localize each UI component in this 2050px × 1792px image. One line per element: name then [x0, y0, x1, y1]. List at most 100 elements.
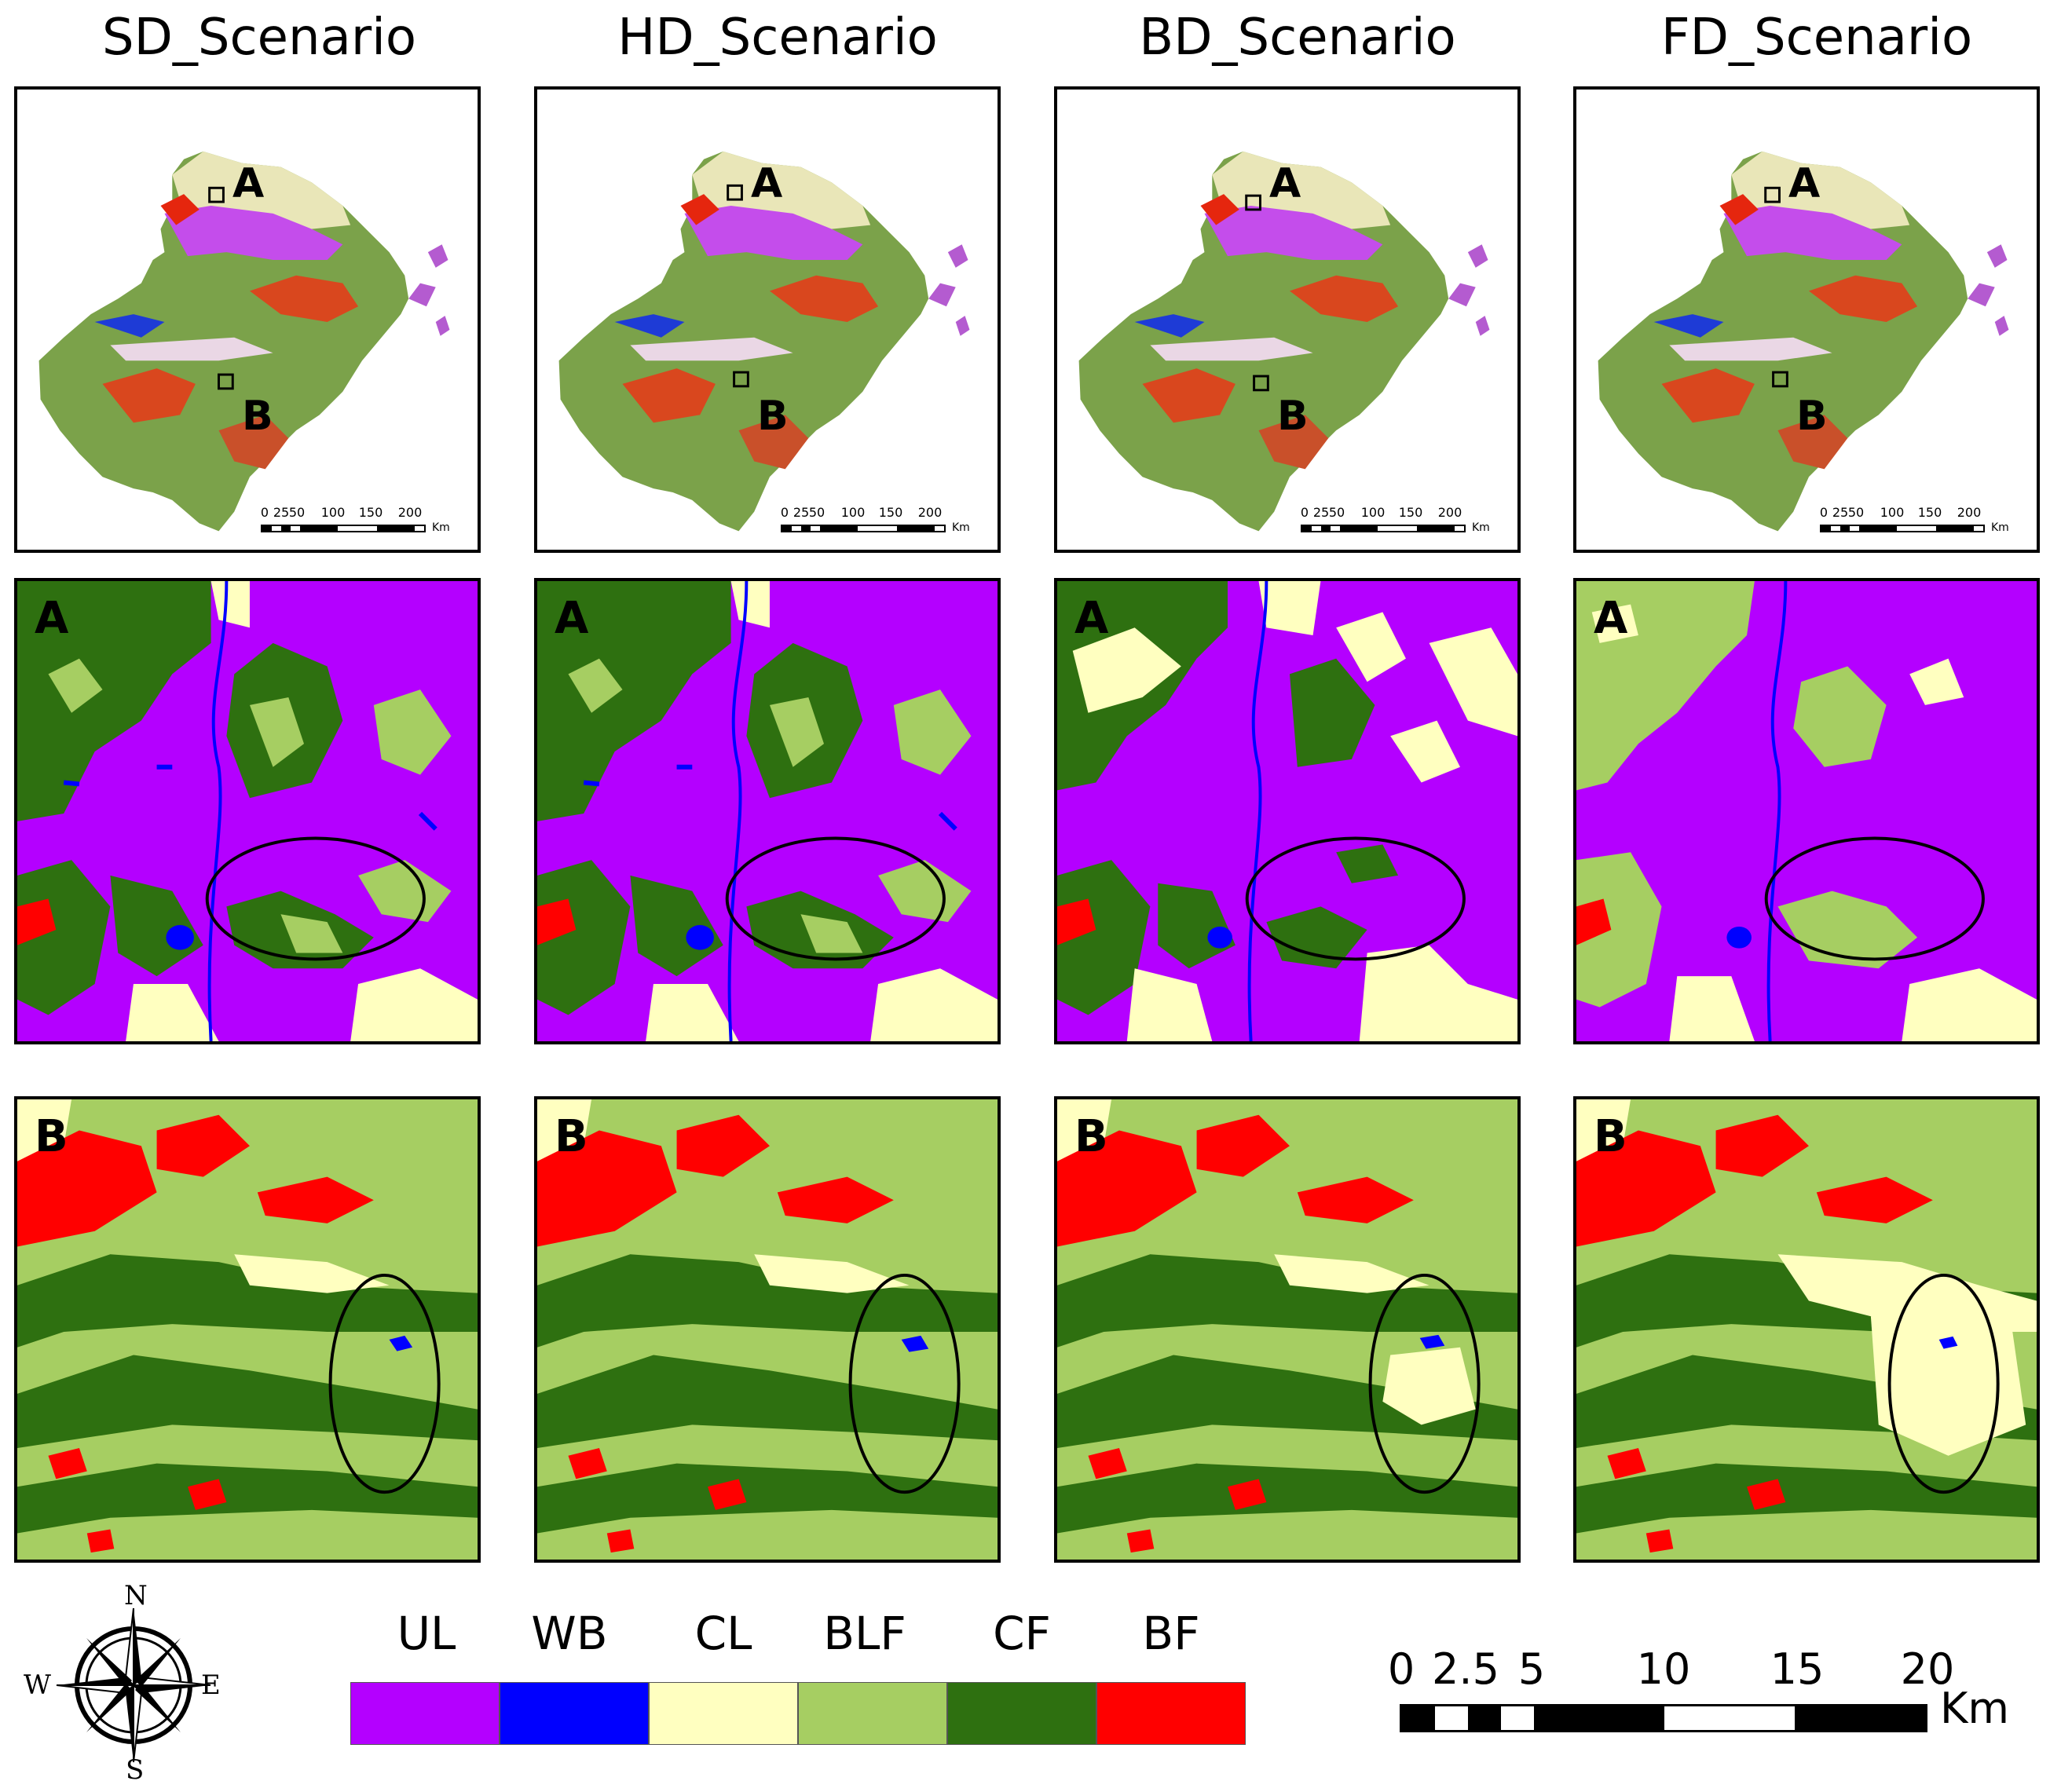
- overview-marker-b: B: [757, 393, 789, 440]
- overview-scale-tick: 150: [878, 505, 903, 520]
- north-arrow-compass: N S W E: [24, 1580, 228, 1786]
- overview-scale-tick: 200: [397, 505, 423, 520]
- overview-scalebar: 0 25 50 100 150 200 Km: [1820, 505, 2037, 542]
- zoom-b-sd: B: [14, 1096, 481, 1563]
- legend-label-blf: BLF: [823, 1607, 906, 1660]
- overview-scale-tick: 100: [1360, 505, 1386, 520]
- overview-map-bd: A B 0 25 50 100 150 200 Km: [1054, 86, 1521, 553]
- zoom-b-map-graphic: [537, 1099, 998, 1560]
- overview-scale-ticks: 0 25 50 100 150 200: [1820, 505, 2037, 521]
- overview-scalebar: 0 25 50 100 150 200 Km: [1300, 505, 1517, 542]
- legend-label-cl: CL: [694, 1607, 752, 1660]
- compass-rose-icon: [56, 1607, 211, 1763]
- zoom-a-sd: A: [14, 578, 481, 1044]
- zoom-a-label: A: [555, 593, 589, 644]
- overview-map-graphic: [1078, 151, 1490, 532]
- compass-e: E: [201, 1669, 221, 1701]
- zoom-b-map-graphic: [17, 1099, 478, 1560]
- scalebar-tick-10: 10: [1636, 1644, 1691, 1694]
- overview-map-hd: A B 0 25 50 100 150 200 Km: [534, 86, 1001, 553]
- overview-marker-a: A: [1788, 160, 1821, 207]
- overview-scale-ticks: 0 25 50 100 150 200: [780, 505, 998, 521]
- compass-s: S: [126, 1754, 145, 1786]
- title-hd: HD_Scenario: [617, 9, 938, 67]
- overview-scale-unit: Km: [1991, 521, 2009, 534]
- overview-scale-bar: [1301, 525, 1466, 532]
- overview-map-graphic: [1598, 151, 2009, 532]
- overview-scale-tick: 25: [273, 505, 290, 520]
- zoom-a-label: A: [35, 593, 69, 644]
- overview-scale-tick: 150: [1917, 505, 1942, 520]
- zoom-a-map-graphic: [1057, 581, 1517, 1041]
- overview-scale-bar: [1820, 525, 1985, 532]
- legend-label-cf: CF: [993, 1607, 1051, 1660]
- overview-marker-b: B: [1796, 393, 1828, 440]
- overview-scale-bar: [261, 525, 426, 532]
- zoom-b-bd: B: [1054, 1096, 1521, 1563]
- overview-map-graphic: [558, 151, 970, 532]
- zoom-a-fd: A: [1573, 578, 2040, 1044]
- legend-swatch-wb: [500, 1682, 649, 1745]
- zoom-b-map-graphic: [1057, 1099, 1517, 1560]
- zoom-b-label: B: [35, 1111, 68, 1162]
- overview-marker-b: B: [1277, 393, 1309, 440]
- overview-scalebar: 0 25 50 100 150 200 Km: [780, 505, 998, 542]
- legend-label-wb: WB: [531, 1607, 608, 1660]
- zoom-b-label: B: [555, 1111, 588, 1162]
- legend-swatch-cl: [649, 1682, 798, 1745]
- overview-scale-tick: 100: [840, 505, 866, 520]
- title-bd: BD_Scenario: [1139, 9, 1456, 67]
- zoom-a-bd: A: [1054, 578, 1521, 1044]
- overview-scale-tick: 0: [780, 505, 789, 520]
- overview-scale-tick: 25: [793, 505, 810, 520]
- overview-scale-tick: 50: [808, 505, 825, 520]
- overview-scale-tick: 100: [1880, 505, 1905, 520]
- overview-scale-tick: 200: [1437, 505, 1462, 520]
- zoom-b-hd: B: [534, 1096, 1001, 1563]
- scalebar-tick-15: 15: [1770, 1644, 1825, 1694]
- overview-marker-a: A: [1269, 160, 1301, 207]
- overview-scale-unit: Km: [432, 521, 450, 534]
- overview-scale-tick: 0: [1300, 505, 1309, 520]
- overview-scale-tick: 50: [288, 505, 306, 520]
- overview-scale-tick: 25: [1832, 505, 1849, 520]
- title-sd: SD_Scenario: [101, 9, 417, 67]
- overview-marker-a: A: [232, 160, 265, 207]
- overview-scale-ticks: 0 25 50 100 150 200: [260, 505, 478, 521]
- zoom-b-fd: B: [1573, 1096, 2040, 1563]
- overview-scalebar: 0 25 50 100 150 200 Km: [260, 505, 478, 542]
- overview-scale-unit: Km: [952, 521, 970, 534]
- legend-swatch-ul: [350, 1682, 500, 1745]
- scalebar: [1400, 1704, 1927, 1732]
- zoom-b-label: B: [1074, 1111, 1108, 1162]
- legend-label-ul: UL: [397, 1607, 456, 1660]
- title-fd: FD_Scenario: [1660, 9, 1973, 67]
- overview-scale-tick: 50: [1847, 505, 1865, 520]
- zoom-b-label: B: [1594, 1111, 1627, 1162]
- overview-map-sd: A B 0 25 50 100 150 200 Km: [14, 86, 481, 553]
- zoom-a-map-graphic: [537, 581, 998, 1041]
- overview-map-fd: A B 0 25 50 100 150 200 Km: [1573, 86, 2040, 553]
- overview-scale-ticks: 0 25 50 100 150 200: [1300, 505, 1517, 521]
- overview-scale-tick: 25: [1312, 505, 1330, 520]
- overview-scale-tick: 200: [917, 505, 943, 520]
- overview-scale-tick: 50: [1328, 505, 1345, 520]
- zoom-a-label: A: [1074, 593, 1109, 644]
- legend-swatch-bf: [1096, 1682, 1246, 1745]
- zoom-b-map-graphic: [1576, 1099, 2037, 1560]
- legend-swatch-blf: [798, 1682, 947, 1745]
- scalebar-tick-5: 5: [1517, 1644, 1546, 1694]
- zoom-a-map-graphic: [17, 581, 478, 1041]
- overview-scale-tick: 0: [260, 505, 269, 520]
- zoom-a-map-graphic: [1576, 581, 2037, 1041]
- scalebar-unit: Km: [1940, 1684, 2010, 1733]
- overview-scale-tick: 150: [358, 505, 383, 520]
- legend-swatch-cf: [947, 1682, 1096, 1745]
- scalebar-tick-20: 20: [1900, 1644, 1955, 1694]
- overview-scale-tick: 100: [320, 505, 346, 520]
- overview-scale-bar: [781, 525, 946, 532]
- overview-map-graphic: [38, 151, 450, 532]
- zoom-a-label: A: [1594, 593, 1628, 644]
- overview-scale-tick: 150: [1398, 505, 1423, 520]
- overview-marker-b: B: [242, 393, 273, 440]
